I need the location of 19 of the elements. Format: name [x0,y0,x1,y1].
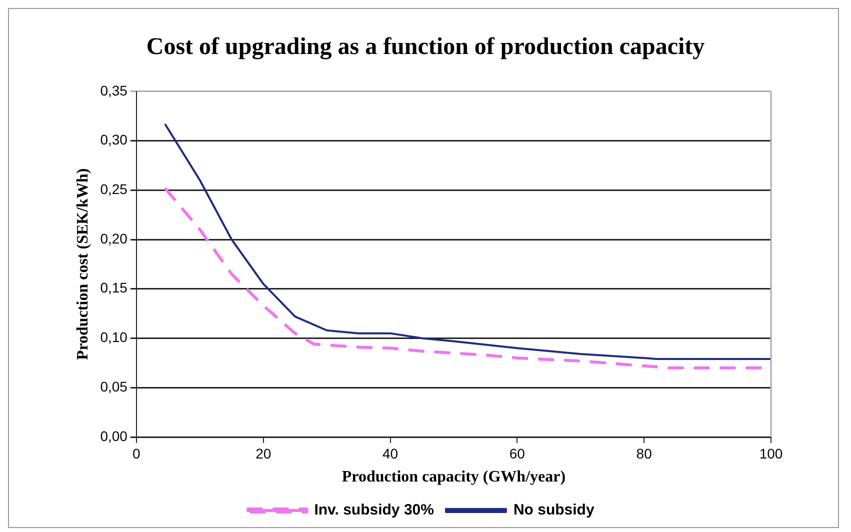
x-tick-label: 80 [636,445,652,462]
y-axis-title: Production cost (SEK/kWh) [74,168,92,360]
legend-label: Inv. subsidy 30% [314,502,434,519]
legend-label: No subsidy [513,502,595,519]
x-tick-label: 100 [759,445,783,462]
y-tick-label: 0,05 [100,378,128,394]
y-tick-label: 0,30 [100,132,128,148]
x-tick-label: 0 [132,445,141,462]
y-tick-label: 0,25 [100,181,128,197]
chart-title: Cost of upgrading as a function of production capacity [145,34,706,61]
x-tick-label: 20 [256,445,272,462]
y-tick-label: 0,15 [100,280,128,296]
y-tick-label: 0,00 [100,428,128,444]
y-tick-label: 0,20 [100,230,128,246]
x-tick-label: 40 [382,445,398,462]
x-tick-label: 60 [509,445,526,462]
y-tick-label: 0,10 [100,329,128,346]
y-tick-label: 0,35 [100,82,128,98]
x-axis-title: Production capacity (GWh/year) [342,468,566,486]
